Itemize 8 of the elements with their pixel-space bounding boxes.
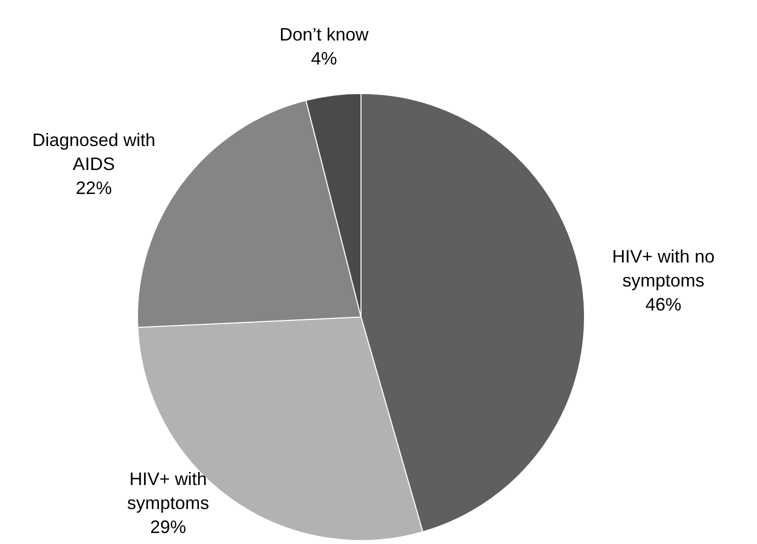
slice-label: Diagnosed with AIDS — [32, 130, 156, 174]
data-label: 22% — [76, 178, 112, 198]
slice-label: HIV+ with no symptoms — [612, 246, 715, 290]
slice-label: HIV+ with symptoms — [127, 468, 210, 513]
slice-label: Don’t know — [279, 24, 370, 45]
data-label: 29% — [150, 516, 186, 537]
data-label: 46% — [645, 294, 682, 314]
data-label: 4% — [311, 48, 338, 69]
